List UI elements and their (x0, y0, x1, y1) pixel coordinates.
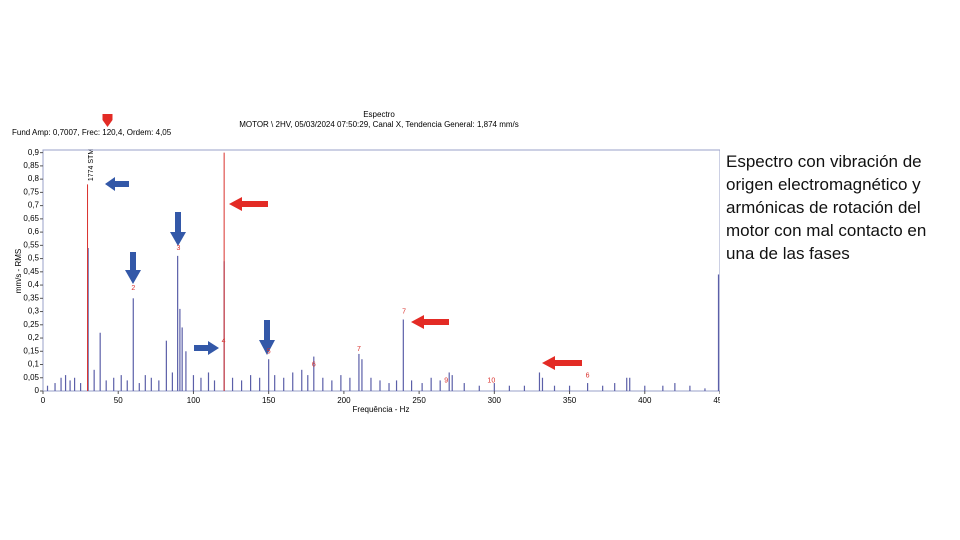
y-tick-label: 0,6 (28, 227, 40, 236)
y-tick-label: 0,7 (28, 201, 40, 210)
blue-arrow (105, 177, 129, 191)
x-tick-label: 300 (488, 396, 502, 405)
y-tick-label: 0,25 (23, 320, 39, 329)
harmonic-label: 3 (176, 245, 180, 252)
plot-frame (42, 149, 721, 392)
red-arrow (542, 356, 582, 370)
x-axis-label: Frequência - Hz (353, 405, 410, 414)
annotation-arrows (102, 114, 582, 370)
x-tick-label: 350 (563, 396, 577, 405)
x-tick-label: 100 (187, 396, 201, 405)
harmonic-label: 7 (402, 309, 406, 316)
y-tick-label: 0,65 (23, 214, 39, 223)
x-tick-label: 0 (41, 396, 46, 405)
y-tick-label: 0,3 (28, 307, 40, 316)
y-tick-label: 0,05 (23, 373, 39, 382)
red-arrow (411, 315, 449, 329)
side-note: Espectro con vibración de origen electro… (726, 152, 927, 263)
y-tick-label: 0,15 (23, 346, 39, 355)
y-tick-label: 0 (35, 386, 40, 395)
x-tick-label: 150 (262, 396, 276, 405)
blue-arrow (194, 341, 219, 355)
header-info: Fund Amp: 0,7007, Frec: 120,4, Ordem: 4,… (12, 128, 172, 137)
y-tick-label: 0,8 (28, 174, 40, 183)
y-tick-label: 0,55 (23, 240, 39, 249)
harmonic-label: 6 (312, 362, 316, 369)
y-axis-label: mm/s - RMS (14, 249, 23, 293)
blue-arrow (125, 252, 141, 284)
x-tick-label: 250 (412, 396, 426, 405)
harmonic-label: 10 (487, 378, 495, 385)
y-tick-label: 0,2 (28, 333, 40, 342)
harmonic-label: 5 (267, 348, 271, 355)
cursor-label: 1774 STM (88, 149, 95, 181)
y-tick-label: 0,1 (28, 360, 40, 369)
y-tick-label: 0,35 (23, 293, 39, 302)
harmonic-label: 7 (357, 346, 361, 353)
chart-subtitle: MOTOR \ 2HV, 05/03/2024 07:50:29, Canal … (239, 120, 519, 129)
harmonic-label: 2 (131, 285, 135, 292)
blue-arrow (170, 212, 186, 246)
harmonic-label: 4 (222, 338, 226, 345)
red-arrow (229, 197, 268, 211)
blue-arrow (259, 320, 275, 355)
harmonic-label: 6 (586, 372, 590, 379)
red-arrow (102, 114, 113, 127)
y-tick-label: 0,4 (28, 280, 40, 289)
x-tick-label: 450 (713, 396, 720, 405)
y-tick-label: 0,9 (28, 148, 40, 157)
y-tick-label: 0,75 (23, 187, 39, 196)
chart-title: Espectro (363, 110, 395, 119)
x-tick-label: 400 (638, 396, 652, 405)
x-tick-label: 200 (337, 396, 351, 405)
x-tick-label: 50 (114, 396, 123, 405)
y-tick-label: 0,45 (23, 267, 39, 276)
y-tick-label: 0,5 (28, 254, 40, 263)
harmonic-label: 9 (444, 378, 448, 385)
chart: Espectro MOTOR \ 2HV, 05/03/2024 07:50:2… (12, 110, 727, 414)
y-tick-label: 0,85 (23, 161, 39, 170)
